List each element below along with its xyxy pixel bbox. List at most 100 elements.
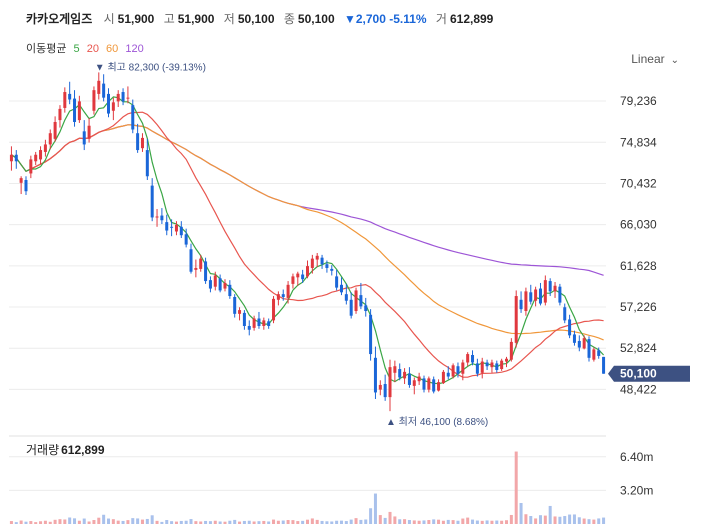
close-value: 50,100 bbox=[297, 12, 335, 26]
candle-body bbox=[189, 249, 193, 272]
volume-bar bbox=[359, 519, 363, 524]
volume-bar bbox=[558, 516, 562, 524]
candle-body bbox=[519, 299, 523, 310]
candle-body bbox=[121, 92, 125, 102]
quote-summary: 카카오게임즈 시 51,900 고 51,900 저 50,100 종 50,100 ▼… bbox=[26, 10, 499, 27]
candle bbox=[587, 336, 591, 362]
scale-label: Linear bbox=[631, 52, 665, 66]
candle bbox=[344, 283, 348, 305]
candle-body bbox=[160, 215, 164, 221]
candle-body bbox=[553, 285, 557, 292]
candle bbox=[543, 275, 547, 306]
candle bbox=[281, 289, 285, 301]
candle bbox=[9, 146, 13, 171]
volume-bar bbox=[597, 518, 601, 524]
candle bbox=[189, 243, 193, 274]
candle bbox=[34, 151, 38, 166]
volume-panel-label: 거래량 bbox=[26, 443, 60, 457]
volume-bar bbox=[538, 515, 542, 524]
candle-body bbox=[286, 284, 290, 298]
ma20-line bbox=[11, 111, 604, 378]
volume-bar bbox=[53, 519, 57, 524]
scale-dropdown[interactable]: Linear ⌄ bbox=[631, 52, 679, 66]
candle-body bbox=[199, 258, 203, 269]
ma-legend-5: 5 bbox=[73, 43, 80, 55]
candle-body bbox=[257, 318, 261, 326]
volume-bar bbox=[441, 520, 445, 524]
open-value: 51,900 bbox=[117, 12, 155, 26]
candle-body bbox=[471, 355, 475, 363]
candle-body bbox=[597, 350, 601, 356]
volume-bar bbox=[19, 520, 23, 524]
candle bbox=[155, 209, 159, 227]
candle-body bbox=[602, 356, 606, 374]
candle bbox=[213, 271, 217, 291]
volume-bar bbox=[150, 515, 154, 524]
volume-bar bbox=[267, 521, 271, 524]
high-value: 51,900 bbox=[177, 12, 215, 26]
candle bbox=[301, 269, 305, 283]
candle bbox=[145, 138, 149, 181]
candle bbox=[257, 311, 261, 329]
candle bbox=[121, 88, 125, 106]
candle-body bbox=[170, 226, 174, 228]
candle-body bbox=[475, 363, 479, 374]
candle-body bbox=[398, 369, 402, 378]
candle-body bbox=[39, 150, 43, 160]
candle bbox=[480, 357, 484, 379]
volume-panel-bg bbox=[9, 436, 606, 524]
low-label: 저 bbox=[223, 12, 235, 26]
candle bbox=[131, 99, 135, 134]
volume-bar bbox=[568, 514, 572, 524]
volume-bar bbox=[393, 516, 397, 524]
candle-body bbox=[572, 334, 576, 343]
volume-bar bbox=[369, 508, 373, 524]
candle-body bbox=[369, 314, 373, 355]
chevron-down-icon: ⌄ bbox=[670, 55, 679, 66]
volume-tick-label: 3.20m bbox=[620, 483, 653, 497]
candle-body bbox=[267, 321, 271, 326]
candle-body bbox=[204, 261, 208, 282]
candle-body bbox=[437, 382, 441, 391]
candle bbox=[335, 269, 339, 291]
candle-body bbox=[106, 93, 111, 114]
volume-bar bbox=[432, 519, 436, 524]
volume-bar bbox=[184, 520, 188, 524]
volume-bar bbox=[339, 520, 343, 524]
candle bbox=[354, 287, 358, 314]
candle-body bbox=[145, 150, 149, 177]
candle bbox=[272, 296, 276, 324]
candle bbox=[490, 359, 494, 373]
candle-body bbox=[495, 363, 499, 370]
volume-bar bbox=[446, 519, 450, 524]
candle-body bbox=[116, 93, 120, 102]
volume-bar bbox=[310, 518, 314, 524]
volume-bar bbox=[58, 519, 62, 524]
volume-bar bbox=[179, 520, 183, 524]
volume-bar bbox=[495, 520, 499, 524]
candle bbox=[475, 358, 479, 377]
candle-body bbox=[194, 267, 198, 270]
volume-bar bbox=[461, 518, 465, 524]
candle bbox=[548, 278, 552, 297]
candle bbox=[398, 363, 402, 381]
candle-body bbox=[73, 98, 77, 122]
candle-body bbox=[131, 105, 135, 130]
volume-bar bbox=[145, 518, 149, 524]
candle bbox=[19, 176, 23, 195]
volume-bar bbox=[291, 520, 295, 524]
volume-bar bbox=[165, 520, 169, 524]
price-tick-label: 66,030 bbox=[620, 218, 657, 232]
candle bbox=[63, 87, 67, 113]
volume-bar bbox=[296, 521, 300, 524]
candle bbox=[456, 362, 460, 378]
candle-body bbox=[242, 312, 246, 326]
candle bbox=[422, 375, 426, 393]
candle-body bbox=[330, 268, 334, 271]
ma-legend-60: 60 bbox=[106, 43, 119, 55]
candle-body bbox=[19, 178, 23, 183]
candle-body bbox=[213, 275, 217, 287]
volume-bar bbox=[43, 520, 47, 524]
candle-body bbox=[364, 305, 368, 312]
